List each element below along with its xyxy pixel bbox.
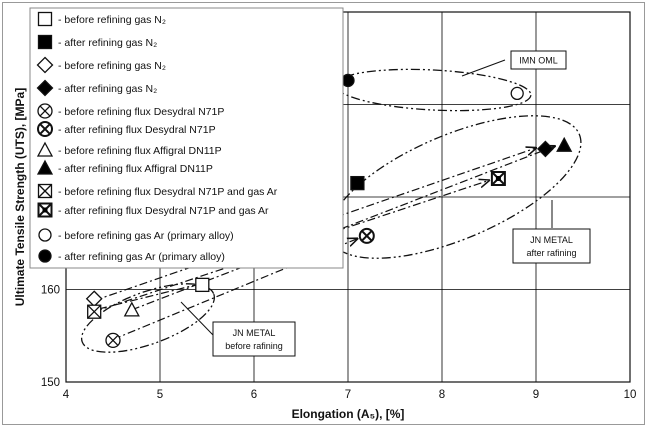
trend-arrow xyxy=(98,282,207,310)
data-point xyxy=(105,332,121,349)
data-point xyxy=(341,73,355,88)
data-point xyxy=(510,86,524,101)
x-tick-label: 10 xyxy=(624,389,637,401)
x-tick-label: 7 xyxy=(345,389,351,401)
legend-marker xyxy=(37,34,53,50)
callout-leader xyxy=(180,301,214,336)
y-tick-label: 160 xyxy=(41,285,60,297)
x-tick-label: 9 xyxy=(533,389,539,401)
legend-marker xyxy=(36,141,54,157)
legend-marker xyxy=(37,202,53,218)
callout-text: IMN OML xyxy=(519,56,558,66)
legend-marker xyxy=(36,56,54,74)
y-axis-label: Ultimate Tensile Strength (UTS), [MPa] xyxy=(13,88,27,306)
legend-entry: - after refining flux Desydral N71P xyxy=(58,124,216,136)
callout-leader xyxy=(461,59,506,77)
data-points xyxy=(85,73,573,349)
legend-box xyxy=(29,7,344,269)
data-point xyxy=(350,175,365,191)
legend-entry: - after refining gas N₂ xyxy=(58,37,157,49)
legend-entry: - before refining gas N₂ xyxy=(58,14,166,26)
callout-text: after rafining xyxy=(526,248,576,258)
legend-marker xyxy=(37,103,53,119)
callout-before-rafining: JN METAL before rafining xyxy=(180,301,296,357)
callouts: IMN OML JN METAL after rafining JN METAL bef… xyxy=(180,50,591,357)
x-tick-label: 5 xyxy=(157,389,163,401)
y-tick-label: 150 xyxy=(41,377,60,389)
x-tick-label: 4 xyxy=(63,389,70,401)
legend-marker xyxy=(38,228,52,242)
x-tick-label: 8 xyxy=(439,389,445,401)
legend-marker xyxy=(37,183,53,199)
tick-labels: 4 5 6 7 8 9 10 150 160 xyxy=(41,285,637,402)
x-axis-label: Elongation (A₅), [%] xyxy=(292,407,405,421)
legend-entry: - before refining flux Affigral DN11P xyxy=(58,145,222,157)
legend-entry: - after refining gas N₂ xyxy=(58,83,157,95)
data-point xyxy=(556,136,573,152)
legend-marker xyxy=(37,121,53,137)
callout-text: JN METAL xyxy=(233,328,276,338)
legend-entry: - after refining flux Affigral DN11P xyxy=(58,163,213,175)
data-point xyxy=(195,277,210,293)
legend-marker xyxy=(37,11,53,27)
legend: - before refining gas N₂ - after refining… xyxy=(29,7,344,269)
callout-box xyxy=(510,50,567,70)
legend-marker xyxy=(36,159,54,175)
legend-entry: - before refining flux Desydral N71P xyxy=(58,106,224,118)
callout-text: JN METAL xyxy=(530,235,573,245)
legend-entry: - before refining gas N₂ xyxy=(58,60,166,72)
data-point xyxy=(358,227,375,244)
legend-entry: - after refining gas Ar (primary alloy) xyxy=(58,251,225,263)
data-point xyxy=(123,301,140,317)
legend-entry: - before refining gas Ar (primary alloy) xyxy=(58,230,234,242)
legend-marker xyxy=(36,79,54,97)
callout-text: before rafining xyxy=(225,341,283,351)
legend-entry: - after refining flux Desydral N71P and … xyxy=(58,205,269,217)
data-point xyxy=(490,171,506,186)
callout-imn-oml: IMN OML xyxy=(461,50,567,77)
trend-arrow xyxy=(94,148,536,302)
data-point xyxy=(87,304,102,319)
callout-after-rafining: JN METAL after rafining xyxy=(512,200,591,264)
legend-entry: - before refining flux Desydral N71P and… xyxy=(58,186,278,198)
data-point xyxy=(536,140,554,158)
callout-box xyxy=(512,228,591,264)
x-tick-label: 6 xyxy=(251,389,257,401)
before-refining-ellipse xyxy=(80,283,216,353)
legend-marker xyxy=(38,249,52,263)
callout-box xyxy=(212,321,296,357)
